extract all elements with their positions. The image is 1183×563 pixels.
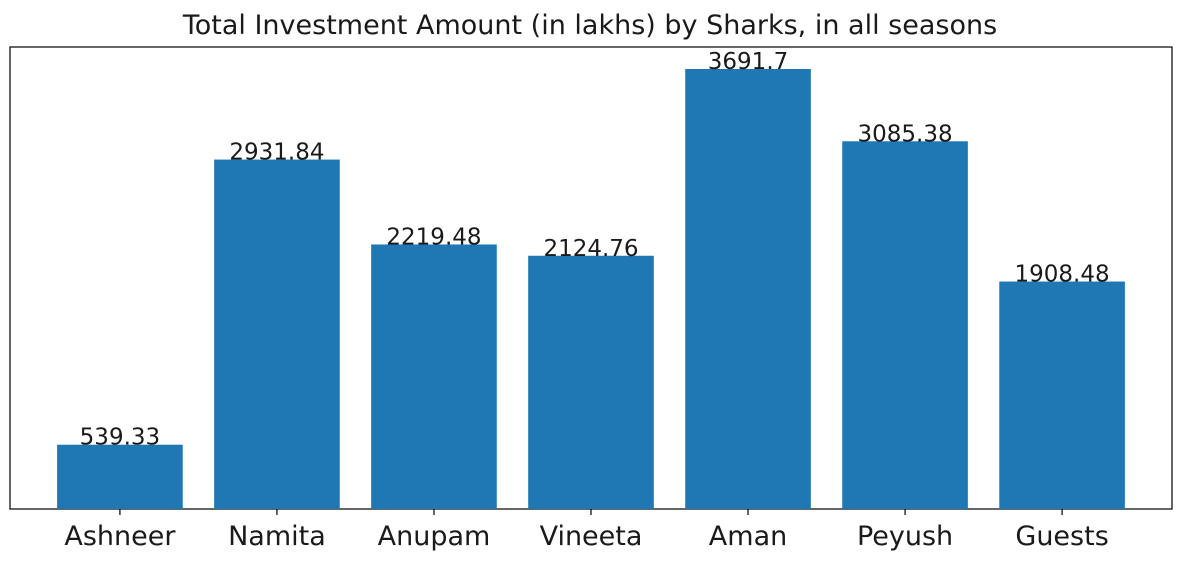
bar-vineeta: [528, 255, 654, 509]
data-label-anupam: 2219.48: [386, 224, 481, 250]
data-labels-layer: 539.33 2931.84 2219.48 2124.76 3691.7 3085.38…: [80, 49, 1110, 451]
data-label-peyush: 3085.38: [857, 121, 952, 147]
data-label-aman: 3691.7: [708, 49, 788, 75]
x-tick-label-guests: Guests: [1015, 521, 1108, 552]
data-label-vineeta: 2124.76: [543, 236, 638, 262]
bar-ashneer: [57, 444, 183, 509]
x-tick-label-vineeta: Vineeta: [540, 521, 643, 552]
x-tick-label-aman: Aman: [709, 521, 787, 552]
bar-guests: [999, 281, 1125, 509]
x-tick-label-peyush: Peyush: [857, 521, 953, 552]
x-axis-ticks: Ashneer Namita Anupam Vineeta Aman Peyush Gues…: [64, 509, 1109, 552]
chart-title: Total Investment Amount (in lakhs) by Sh…: [182, 10, 997, 41]
x-tick-label-namita: Namita: [228, 521, 326, 552]
bar-anupam: [371, 244, 497, 509]
x-tick-label-anupam: Anupam: [378, 521, 491, 552]
data-label-guests: 1908.48: [1015, 262, 1110, 288]
bar-aman: [685, 69, 811, 509]
data-label-ashneer: 539.33: [80, 425, 160, 451]
x-tick-label-ashneer: Ashneer: [64, 521, 176, 552]
data-label-namita: 2931.84: [229, 140, 324, 166]
bar-peyush: [842, 141, 968, 509]
bars-layer: [57, 69, 1125, 509]
bar-namita: [214, 159, 340, 509]
